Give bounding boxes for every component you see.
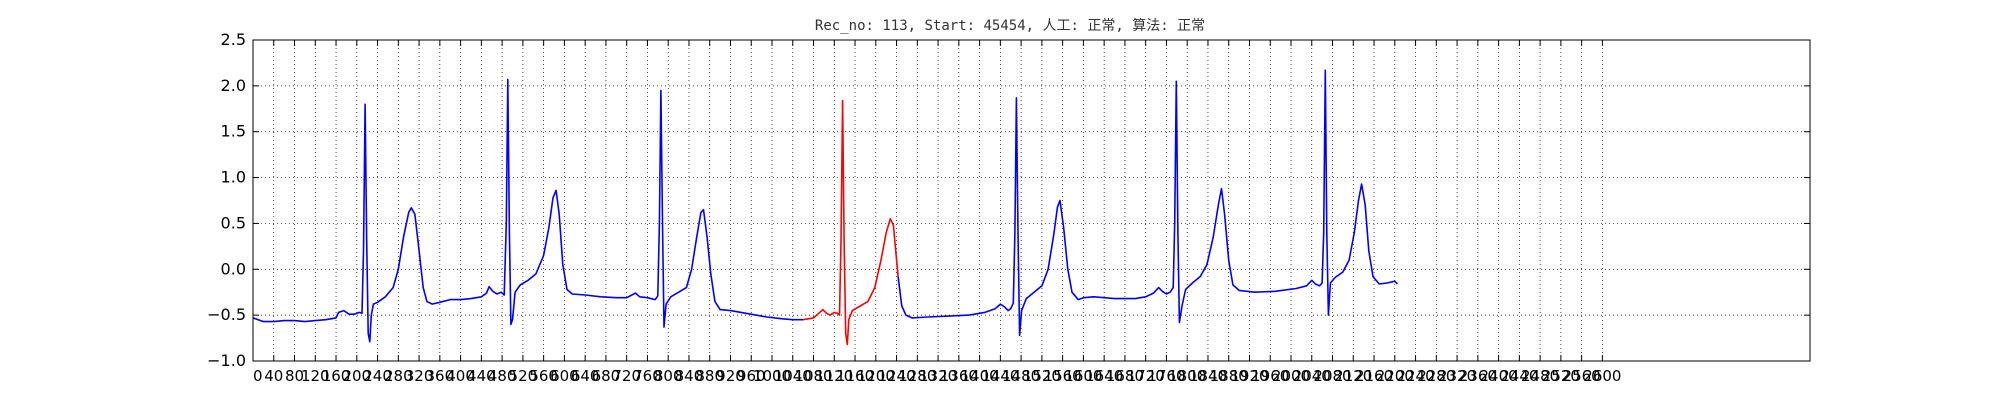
x-tick-label: 360 [426, 367, 455, 385]
y-tick-label: −1.0 [207, 351, 246, 370]
x-axis: 0 40 8012016020024028032036040044048052056… [252, 40, 1621, 385]
x-tick-label: 680 [592, 367, 621, 385]
x-tick-label: 960 [737, 367, 766, 385]
x-tick-label: 920 [716, 367, 745, 385]
y-tick-label: 2.0 [221, 76, 246, 95]
x-tick-label: 200 [342, 367, 371, 385]
x-tick-label: 1560 [1044, 367, 1082, 385]
x-tick-label: 2000 [1272, 367, 1310, 385]
x-tick-label: 640 [571, 367, 600, 385]
x-tick-label: 1640 [1085, 367, 1123, 385]
y-tick-label: 1.5 [221, 122, 246, 141]
x-tick-label: 1720 [1127, 367, 1165, 385]
chart-title: Rec_no: 113, Start: 45454, 人工: 正常, 算法: 正… [815, 18, 1205, 34]
x-tick-label: 1320 [919, 367, 957, 385]
plot-area [253, 40, 1810, 361]
y-tick-label: 2.5 [221, 30, 246, 49]
x-tick-label: 2040 [1293, 367, 1331, 385]
x-tick-label: 1600 [1064, 367, 1102, 385]
x-tick-label: 1160 [836, 367, 874, 385]
x-tick-label: 2480 [1521, 367, 1559, 385]
x-tick-label: 1440 [981, 367, 1019, 385]
x-tick-label: 2080 [1313, 367, 1351, 385]
x-tick-label: 2440 [1500, 367, 1538, 385]
x-tick-label: 880 [695, 367, 724, 385]
x-tick-label: 1680 [1106, 367, 1144, 385]
x-tick-label: 1200 [857, 367, 895, 385]
x-tick-label: 2320 [1438, 367, 1476, 385]
x-tick-label: 2280 [1417, 367, 1455, 385]
x-tick-label: 2360 [1459, 367, 1497, 385]
x-tick-label: 2600 [1583, 367, 1621, 385]
x-tick-label: 160 [322, 367, 351, 385]
x-tick-label: 2240 [1396, 367, 1434, 385]
x-tick-label: 80 [285, 367, 304, 385]
x-tick-label: 520 [509, 367, 538, 385]
x-tick-label: 2120 [1334, 367, 1372, 385]
plot-frame [252, 39, 1811, 362]
x-tick-label: 2160 [1355, 367, 1393, 385]
x-tick-label: 1080 [794, 367, 832, 385]
x-tick-label: 400 [446, 367, 475, 385]
x-tick-label: 800 [654, 367, 683, 385]
x-tick-label: 120 [301, 367, 330, 385]
x-tick-label: 1040 [774, 367, 812, 385]
x-tick-label: 1520 [1023, 367, 1061, 385]
x-tick-label: 1480 [1002, 367, 1040, 385]
x-tick-label: 1400 [961, 367, 999, 385]
x-tick-label: 1280 [898, 367, 936, 385]
ecg-series-line [252, 78, 804, 343]
y-tick-label: 0.5 [221, 213, 246, 232]
x-tick-label: 1360 [940, 367, 978, 385]
x-tick-label: 1920 [1230, 367, 1268, 385]
x-tick-label: 560 [529, 367, 558, 385]
x-tick-label: 760 [633, 367, 662, 385]
x-tick-label: 2560 [1563, 367, 1601, 385]
x-tick-label: 440 [467, 367, 496, 385]
ecg-series-line [802, 99, 899, 346]
x-tick-label: 240 [363, 367, 392, 385]
x-tick-label: 1240 [877, 367, 915, 385]
x-tick-label: 1760 [1147, 367, 1185, 385]
x-tick-label: 280 [384, 367, 413, 385]
x-tick-label: 1120 [815, 367, 853, 385]
x-tick-label: 1880 [1210, 367, 1248, 385]
x-tick-label: 320 [405, 367, 434, 385]
x-tick-label: 1000 [753, 367, 791, 385]
y-axis: −1.0 −0.5 0.0 0.5 1.0 1.5 2.0 2.5 [207, 30, 1810, 370]
x-tick-label: 480 [488, 367, 517, 385]
y-tick-label: 0.0 [221, 259, 246, 278]
y-tick-label: −0.5 [207, 305, 246, 324]
x-tick-label: 1960 [1251, 367, 1289, 385]
x-tick-label: 2520 [1542, 367, 1580, 385]
x-tick-label: 840 [675, 367, 704, 385]
x-tick-label: 40 [264, 367, 283, 385]
grid [252, 39, 1810, 362]
x-tick-label: 1840 [1189, 367, 1227, 385]
ecg-series-line [897, 69, 1398, 337]
x-tick-label: 720 [612, 367, 641, 385]
x-tick-label: 2200 [1376, 367, 1414, 385]
x-tick-label: 0 [253, 367, 263, 385]
y-tick-label: 1.0 [221, 168, 246, 187]
x-tick-label: 1800 [1168, 367, 1206, 385]
x-tick-label: 2400 [1480, 367, 1518, 385]
series-lines [252, 69, 1398, 346]
x-tick-label: 600 [550, 367, 579, 385]
